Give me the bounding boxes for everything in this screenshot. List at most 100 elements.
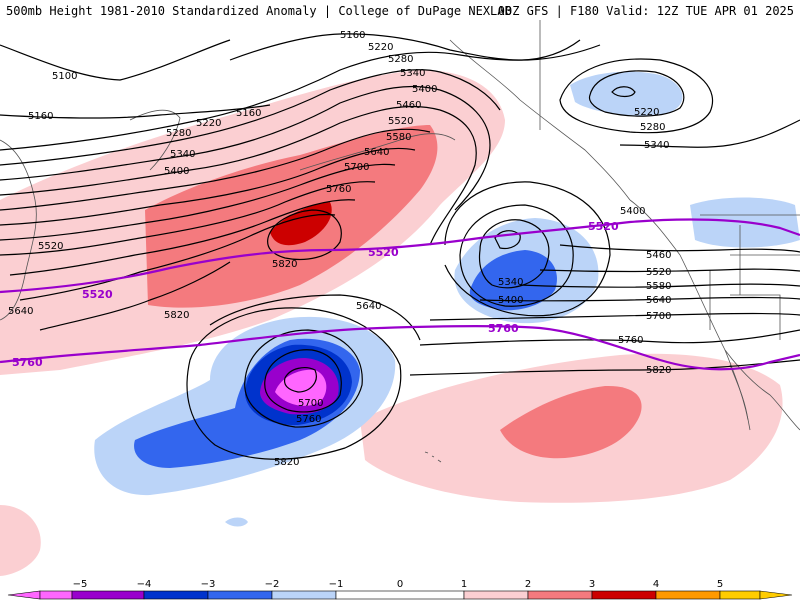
colorbar-pos5 xyxy=(719,590,761,600)
label-highlight-5520-west: 5520 xyxy=(82,288,113,301)
label-ridge-5820: 5820 xyxy=(272,259,297,270)
label-west-5100: 5100 xyxy=(52,71,77,82)
contour-east-5760 xyxy=(419,329,800,346)
label-west-5520: 5520 xyxy=(38,241,63,252)
label-top-5220: 5220 xyxy=(368,42,393,53)
label-highlight-5520-mid: 5520 xyxy=(368,246,399,259)
label-east-5400: 5400 xyxy=(620,206,645,217)
hawaii-islands xyxy=(424,451,442,463)
contour-ne-5280 xyxy=(559,58,714,134)
label-top-5280: 5280 xyxy=(388,54,413,65)
label-top-5580: 5580 xyxy=(386,132,411,143)
highlight-contour-5520 xyxy=(0,218,800,294)
colorbar-neg2 xyxy=(207,590,273,600)
label-east-5640: 5640 xyxy=(646,295,671,306)
neg1-region-small xyxy=(225,517,248,527)
colorbar-tick-pos2: 2 xyxy=(525,579,531,590)
label-west-5220: 5220 xyxy=(196,118,221,129)
contour-south-5640 xyxy=(209,294,421,341)
contour-labels: 5160 5220 5280 5340 5400 5460 5520 5580 … xyxy=(8,30,671,468)
colorbar-tick-neg5: −5 xyxy=(73,579,88,590)
contour-east-5580 xyxy=(519,283,800,288)
label-west-5280: 5280 xyxy=(166,128,191,139)
contour-5460 xyxy=(0,128,431,211)
label-west-5160b: 5160 xyxy=(28,111,53,122)
label-east-5820: 5820 xyxy=(646,365,671,376)
contour-east-5520 xyxy=(539,268,800,273)
label-south-5760: 5760 xyxy=(296,414,321,425)
contour-5100 xyxy=(0,39,231,81)
contour-5400 xyxy=(0,105,477,246)
colorbar-neg3 xyxy=(143,590,209,600)
contour-low-5400 xyxy=(459,204,574,307)
colorbar-pos3 xyxy=(591,590,657,600)
highlight-contour-5760 xyxy=(0,325,800,371)
colorbar-tick-zero: 0 xyxy=(397,579,403,590)
colorbar-tick-pos1: 1 xyxy=(461,579,467,590)
contour-5760-north xyxy=(19,213,336,301)
us-states-2 xyxy=(730,294,781,340)
colorbar-tick-pos4: 4 xyxy=(653,579,659,590)
label-top-5700: 5700 xyxy=(344,162,369,173)
colorbar-neg1 xyxy=(271,590,337,600)
contour-low-5340 xyxy=(478,219,550,289)
label-ne-5340: 5340 xyxy=(644,140,669,151)
contour-5340 xyxy=(0,85,491,211)
label-ne-5280: 5280 xyxy=(640,122,665,133)
contour-5280 xyxy=(0,69,501,166)
pos2-region-se xyxy=(500,385,642,459)
colorbar-pos1 xyxy=(463,590,529,600)
negative-anomaly-shading xyxy=(94,71,800,527)
label-top-5160: 5160 xyxy=(340,30,365,41)
anomaly-map: 5160 5220 5280 5340 5400 5460 5520 5580 … xyxy=(0,20,800,576)
label-top-5640: 5640 xyxy=(364,147,389,158)
colorbar-tick-pos5: 5 xyxy=(717,579,723,590)
contour-5580 xyxy=(0,163,396,241)
label-south-5820: 5820 xyxy=(274,457,299,468)
label-south-5700: 5700 xyxy=(298,398,323,409)
contour-east-5640 xyxy=(479,296,800,302)
contour-5520 xyxy=(0,147,416,226)
label-low-5340: 5340 xyxy=(498,277,523,288)
colorbar-left-arrow xyxy=(7,590,41,600)
label-top-5760: 5760 xyxy=(326,184,351,195)
neg5-region-main xyxy=(275,369,327,406)
model-run-info: 00Z GFS | F180 Valid: 12Z TUE APR 01 202… xyxy=(497,4,794,18)
label-top-5460: 5460 xyxy=(396,100,421,111)
label-west-5820: 5820 xyxy=(164,310,189,321)
contour-5700-north xyxy=(9,199,356,276)
colorbar-neg4 xyxy=(71,590,145,600)
label-east-5700: 5700 xyxy=(646,311,671,322)
label-east-5460: 5460 xyxy=(646,250,671,261)
contour-east-5700 xyxy=(429,312,800,321)
contour-low-5460 xyxy=(444,181,611,317)
contour-5820-closed xyxy=(267,209,342,261)
contour-low-inner xyxy=(494,230,521,250)
contour-5220 xyxy=(0,44,601,151)
contour-5820-west xyxy=(39,261,231,331)
colorbar-ticks: −5 −4 −3 −2 −1 0 1 2 3 4 5 xyxy=(73,579,724,590)
colorbar-pos2 xyxy=(527,590,593,600)
colorbar-tick-neg4: −4 xyxy=(137,579,152,590)
colorbar-tick-neg1: −1 xyxy=(329,579,344,590)
colorbar-legend: −5 −4 −3 −2 −1 0 1 2 3 4 5 xyxy=(0,576,800,600)
label-top-5520: 5520 xyxy=(388,116,413,127)
label-top-5400: 5400 xyxy=(412,84,437,95)
colorbar xyxy=(7,590,793,600)
colorbar-tick-neg2: −2 xyxy=(265,579,280,590)
colorbar-right-arrow xyxy=(759,590,793,600)
contour-south-5700 xyxy=(264,349,342,413)
colorbar-zero xyxy=(335,590,465,600)
label-highlight-5760-mid: 5760 xyxy=(488,322,519,335)
label-west-5160a: 5160 xyxy=(236,108,261,119)
label-south-5640: 5640 xyxy=(356,301,381,312)
contour-5640-north xyxy=(0,181,376,256)
contour-5160-west xyxy=(0,104,271,119)
colorbar-tick-neg3: −3 xyxy=(201,579,216,590)
label-top-5340: 5340 xyxy=(400,68,425,79)
label-low-5400: 5400 xyxy=(498,295,523,306)
label-west-5640: 5640 xyxy=(8,306,33,317)
kamchatka-coast xyxy=(129,109,181,171)
neg1-region-ne xyxy=(570,71,683,116)
neg2-region-low xyxy=(469,250,557,311)
